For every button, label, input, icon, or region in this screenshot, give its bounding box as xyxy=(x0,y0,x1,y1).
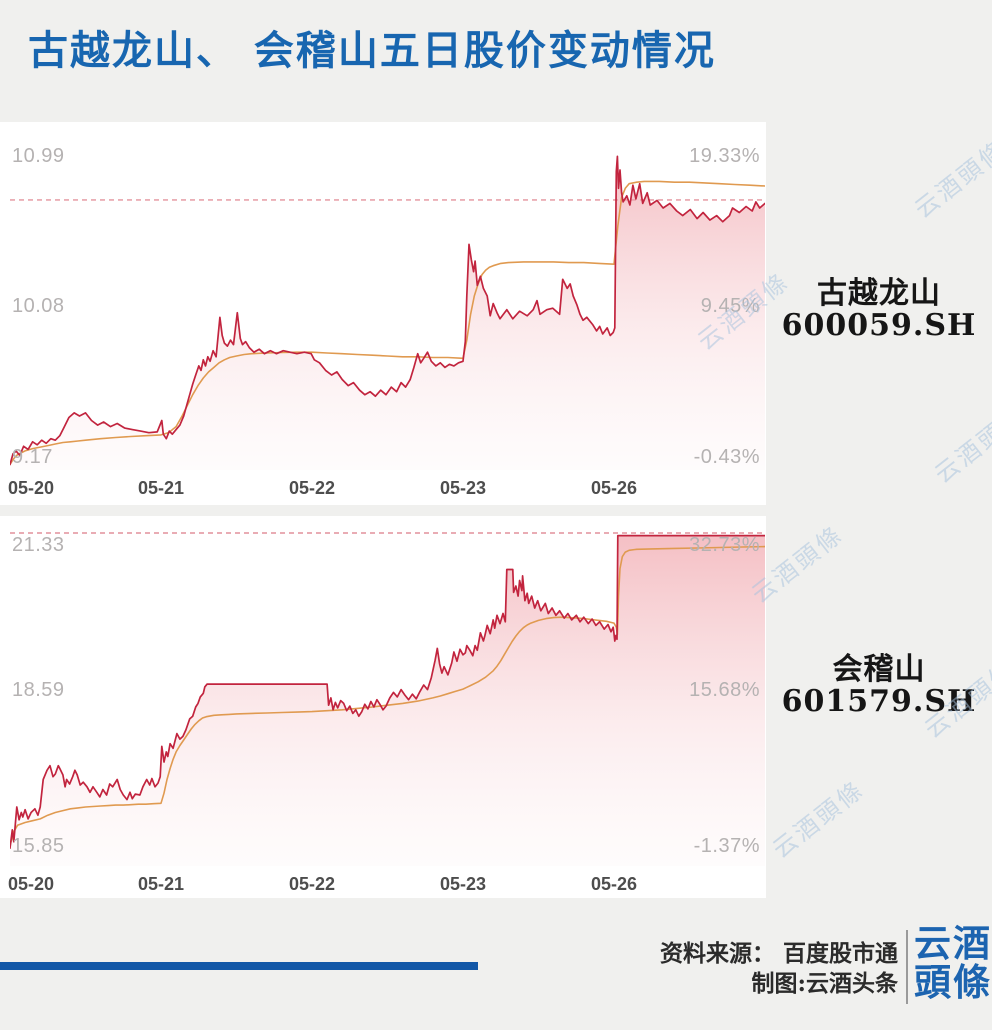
x-tick-date: 05-20 xyxy=(8,478,55,498)
y-axis-max-price-2: 21.33 xyxy=(12,534,65,556)
logo-line-2: 頭條 xyxy=(914,960,992,1004)
logo-line-1: 云酒 xyxy=(914,921,992,965)
watermark-text: 云酒頭條 xyxy=(909,135,992,224)
y-axis-mid-price-2: 18.59 xyxy=(12,679,65,701)
company-name-guyuelongshan: 古越龙山 xyxy=(817,276,941,311)
stock-chart-guyuelongshan xyxy=(10,155,765,470)
x-tick-date: 05-22 xyxy=(288,874,336,894)
yunjiu-toutiao-logo: 云酒 頭條 xyxy=(914,924,992,1002)
x-tick-date: 05-21 xyxy=(137,874,185,894)
average-line xyxy=(10,180,765,466)
y-axis-max-price-1: 10.99 xyxy=(12,145,65,167)
stock-code-600059: 600059.SH xyxy=(781,308,977,343)
y-axis-mid-pct-2: 15.68% xyxy=(689,679,760,701)
page-title: 古越龙山、 会稽山五日股价变动情况 xyxy=(28,27,716,74)
company-name-kuaijishan: 会稽山 xyxy=(832,652,926,687)
watermark-text: 云酒頭條 xyxy=(767,775,870,864)
y-axis-mid-pct-1: 9.45% xyxy=(700,295,760,317)
price-area-fill xyxy=(10,535,765,866)
y-axis-max-pct-2: 32.73% xyxy=(689,534,760,556)
x-tick-date: 05-22 xyxy=(288,478,336,498)
x-tick-date: 05-26 xyxy=(590,874,638,894)
chart-credit-label: 制图:云酒头条 xyxy=(751,970,899,997)
price-line xyxy=(10,155,765,466)
x-tick-date: 05-20 xyxy=(8,874,55,894)
y-axis-min-pct-1: -0.43% xyxy=(693,446,760,468)
x-tick-date: 05-21 xyxy=(137,478,185,498)
x-tick-date: 05-23 xyxy=(439,874,487,894)
y-axis-min-price-1: 9.17 xyxy=(12,446,53,468)
bottom-accent-bar xyxy=(0,962,478,970)
x-tick-date: 05-26 xyxy=(590,478,638,498)
y-axis-mid-price-1: 10.08 xyxy=(12,295,65,317)
x-tick-date: 05-23 xyxy=(439,478,487,498)
y-axis-max-pct-1: 19.33% xyxy=(689,145,760,167)
price-area-fill xyxy=(10,156,765,470)
footer-divider xyxy=(906,930,908,1004)
stock-code-601579: 601579.SH xyxy=(781,684,977,719)
price-line xyxy=(10,534,765,850)
stock-chart-kuaijishan xyxy=(10,532,765,866)
y-axis-min-price-2: 15.85 xyxy=(12,835,65,857)
data-source-label: 资料来源： 百度股市通 xyxy=(659,940,898,967)
watermark-text: 云酒頭條 xyxy=(929,400,992,489)
y-axis-min-pct-2: -1.37% xyxy=(693,835,760,857)
